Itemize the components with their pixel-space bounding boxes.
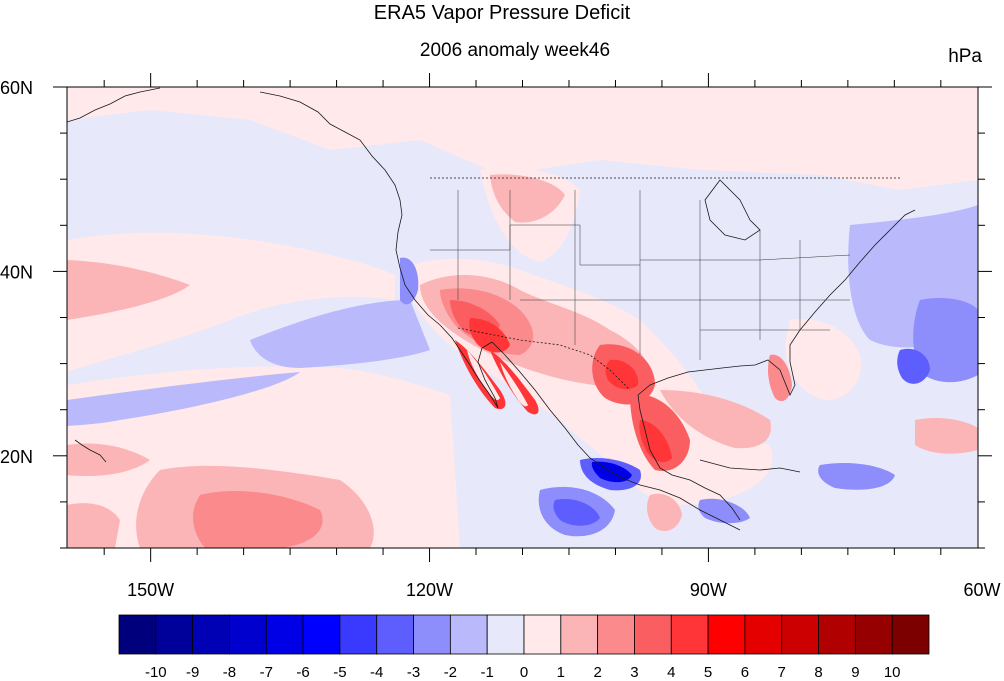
- colorbar-swatch: [118, 614, 157, 655]
- colorbar-swatch: [523, 614, 562, 655]
- field-southwest-2: [67, 503, 120, 548]
- colorbar-swatch: [265, 614, 304, 655]
- map-title: ERA5 Vapor Pressure Deficit: [373, 2, 631, 24]
- colorbar-label: -5: [333, 664, 346, 681]
- colorbar-label: -7: [260, 664, 273, 681]
- lat-tick-label: 20N: [0, 447, 33, 467]
- field-pacific-positive-band: [67, 232, 395, 372]
- coastline-cuba: [699, 459, 801, 473]
- colorbar-label: -9: [186, 664, 199, 681]
- field-pacific-anomaly-2: [67, 260, 190, 320]
- colorbar-swatch: [302, 614, 341, 655]
- colorbar-swatch: [634, 614, 672, 655]
- state-line-1: [430, 224, 640, 266]
- colorbar-label: 10: [884, 664, 901, 681]
- state-borders: [430, 190, 851, 360]
- field-hawaii-positive: [67, 443, 150, 477]
- colorbar-label: -3: [407, 664, 420, 681]
- field-central-america-neg: [698, 498, 750, 524]
- colorbar-swatch: [597, 614, 635, 655]
- coastline-great-lakes: [704, 179, 761, 241]
- colorbar-swatch: [781, 614, 819, 655]
- colorbar-label: 4: [667, 664, 675, 681]
- latitude-ticks: 60N 40N 20N: [0, 78, 992, 549]
- field-south-pacific-3: [193, 490, 323, 548]
- coastline-alaska-west: [67, 87, 161, 123]
- lon-tick-label: 90W: [690, 580, 727, 600]
- colorbar-label: 1: [557, 664, 565, 681]
- colorbar-label: 5: [704, 664, 712, 681]
- colorbar-swatch: [707, 614, 746, 655]
- coastline-us-west: [395, 199, 461, 351]
- colorbar-swatch: [670, 614, 709, 655]
- map-subtitle: 2006 anomaly week46: [419, 40, 611, 61]
- coastline-baja-east: [477, 341, 499, 409]
- colorbar-swatch: [413, 614, 451, 655]
- field-mexico-east-5: [639, 420, 672, 463]
- field-gulf-2: [660, 390, 771, 449]
- colorbar-label: 9: [851, 664, 859, 681]
- units-label: hPa: [948, 46, 982, 67]
- lat-tick-label: 40N: [0, 262, 33, 282]
- colorbar-swatch: [155, 614, 194, 655]
- field-atlantic-pos-1: [785, 319, 861, 400]
- field-pacific-negative-east: [250, 300, 430, 368]
- colorbar-swatch: [854, 614, 893, 655]
- field-caribbean-neg: [818, 463, 895, 490]
- lon-tick-label: 120W: [406, 580, 453, 600]
- field-florida-3: [767, 354, 792, 402]
- coastline-mexico-pacific: [491, 341, 741, 531]
- border-us-mexico: [457, 327, 631, 391]
- field-arizona-5: [469, 318, 510, 353]
- colorbar-swatch: [744, 614, 783, 655]
- field-pacific-neg-4: [553, 499, 600, 526]
- colorbar-swatch: [376, 614, 414, 655]
- colorbar-label: -6: [296, 664, 309, 681]
- colorbar-label: 3: [630, 664, 638, 681]
- colorbar-label: 2: [593, 664, 601, 681]
- field-california-neg: [400, 257, 419, 305]
- field-baja-gap-west: [467, 350, 500, 400]
- lat-tick-label: 60N: [0, 78, 33, 98]
- field-baja-gap-east: [500, 362, 528, 407]
- state-line-10: [640, 254, 851, 261]
- colorbar-label: 7: [778, 664, 786, 681]
- coastline-baja-west: [459, 349, 499, 409]
- colorbar-swatch: [229, 614, 267, 655]
- colorbar-label: -10: [145, 664, 167, 681]
- colorbar-swatch: [339, 614, 378, 655]
- lon-tick-label: 150W: [127, 580, 174, 600]
- field-montana-2: [490, 174, 565, 223]
- colorbar-label: 8: [814, 664, 822, 681]
- colorbar-label: 6: [741, 664, 749, 681]
- colorbar-label: -1: [481, 664, 494, 681]
- field-texas-5: [605, 359, 639, 390]
- colorbar-swatch: [891, 614, 930, 655]
- coastline-alaska-bc: [259, 91, 401, 201]
- field-atlantic-neg-3: [897, 348, 930, 384]
- colorbar-swatch: [449, 614, 488, 655]
- colorbar-swatch: [818, 614, 856, 655]
- field-atlantic-neg-2: [913, 298, 978, 383]
- field-north-positive: [67, 87, 978, 190]
- colorbar: -10 -9 -8 -7 -6 -5 -4 -3 -2 -1 0 1 2 3 4 5 6 7 8 9 10: [118, 614, 930, 681]
- field-pacific-negative-band: [67, 372, 300, 426]
- colorbar-label: -8: [223, 664, 236, 681]
- colorbar-swatch: [486, 614, 525, 655]
- field-atlantic-pos-2: [915, 417, 978, 454]
- longitude-ticks: 150W 120W 90W 60W: [103, 73, 1001, 600]
- colorbar-label: -2: [444, 664, 457, 681]
- colorbar-label: 0: [520, 664, 528, 681]
- anomaly-field: [67, 87, 978, 548]
- coastline-mexico-gulf: [637, 394, 741, 521]
- coastline-hawaii: [74, 439, 107, 463]
- coastline-us-gulf-east: [637, 209, 916, 396]
- field-central-america-pos: [647, 493, 682, 532]
- colorbar-label: -4: [370, 664, 383, 681]
- colorbar-swatch: [192, 614, 230, 655]
- coastlines: [67, 87, 916, 531]
- lon-tick-label: 60W: [963, 580, 1000, 600]
- colorbar-swatch: [560, 614, 599, 655]
